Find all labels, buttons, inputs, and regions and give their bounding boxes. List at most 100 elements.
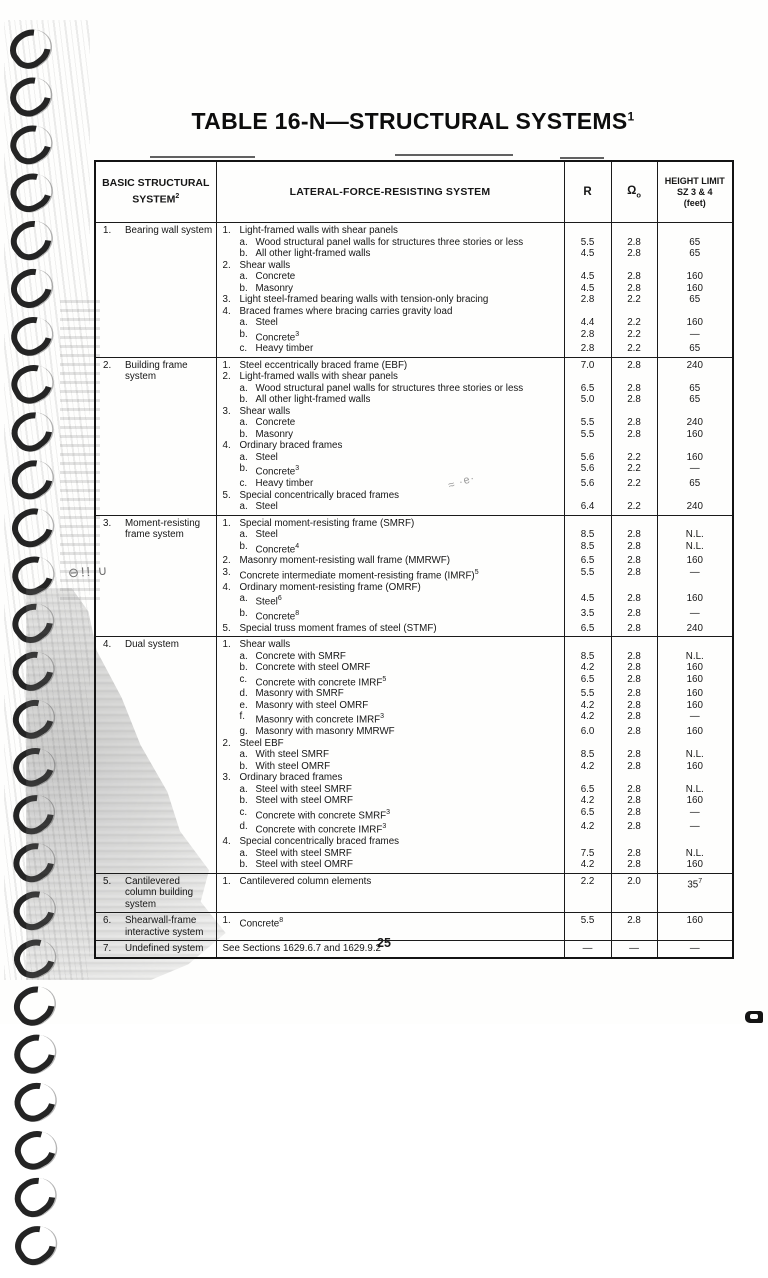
scanned-page: TABLE 16-N—STRUCTURAL SYSTEMS1 ⊖!! ∪ ≈ ·…: [2, 20, 763, 1272]
r-value: [563, 305, 612, 317]
omega-value: 2.8: [610, 783, 658, 796]
omega-value: 2.8: [610, 356, 658, 372]
line-number: 1.: [222, 225, 231, 236]
lfrs-cell: 1. Steel eccentrically braced frame (EBF): [215, 356, 565, 372]
line-number: 1.: [222, 639, 231, 651]
omega-value: [610, 371, 658, 383]
binding-coil: [3, 69, 59, 124]
height-value: N.L.: [656, 529, 734, 541]
binding-coil: [4, 260, 59, 315]
height-value: [656, 772, 734, 784]
height-value: 160: [656, 859, 734, 874]
line-text: See Sections 1629.6.7 and 1629.9.2: [222, 943, 382, 955]
line-number: b.: [239, 248, 248, 259]
height-value: 160: [656, 795, 734, 807]
table-line-row: g. Masonry with masonry MMRWF 6.0 2.8 160: [95, 726, 734, 738]
omega-value: 2.8: [610, 540, 658, 556]
lfrs-line: 1. Steel eccentrically braced frame (EBF): [217, 360, 564, 372]
lfrs-line: d. Masonry with SMRF: [217, 688, 564, 700]
lfrs-line: a. Steel: [217, 529, 564, 541]
lfrs-cell: c. Heavy timber: [215, 343, 565, 358]
table-line-row: 2. Shear walls: [95, 259, 734, 271]
omega-value: 2.8: [610, 593, 658, 608]
table-line-row: b. All other light-framed walls 5.0 2.8 65: [95, 394, 734, 406]
table-line-row: d. Masonry with SMRF 5.5 2.8 160: [95, 688, 734, 700]
line-number: a.: [239, 271, 248, 282]
r-value: 4.2: [563, 662, 612, 674]
lfrs-cell: 4. Braced frames where bracing carries gr…: [215, 305, 565, 318]
lfrs-line: a. Steel: [217, 501, 564, 513]
r-value: 4.2: [563, 760, 612, 773]
line-number: b.: [239, 795, 248, 807]
omega-value: [610, 581, 658, 594]
line-text: Heavy timber: [255, 343, 314, 355]
table-line-row: 3. Shear walls: [95, 405, 734, 418]
omega-value: [610, 489, 658, 502]
binding-coil: [7, 1026, 63, 1081]
line-text: Ordinary moment-resisting frame (OMRF): [239, 581, 421, 593]
lfrs-line: b. Steel with steel OMRF: [217, 795, 564, 807]
lfrs-line: 1. Light-framed walls with shear panels: [217, 225, 564, 237]
line-footnote: 3: [380, 713, 385, 721]
lfrs-cell: 3. Shear walls: [215, 405, 565, 418]
lfrs-line: 5. Special truss moment frames of steel (…: [217, 623, 564, 635]
line-number: b.: [239, 760, 248, 772]
table-line-row: a. Steel with steel SMRF 7.5 2.8 N.L.: [95, 847, 734, 860]
corner-scan-mark: [745, 1011, 763, 1023]
line-text: Concrete intermediate moment-resisting f…: [239, 568, 479, 582]
line-number: b.: [239, 662, 248, 674]
height-value: 65: [656, 236, 734, 248]
header-omega-symbol: Ω: [627, 184, 637, 197]
r-value: 2.8: [563, 343, 612, 358]
lfrs-line: b. Concrete4: [217, 541, 564, 556]
lfrs-cell: a. Concrete: [215, 417, 565, 429]
lfrs-line: 4. Braced frames where bracing carries gr…: [217, 306, 564, 318]
line-number: f.: [239, 711, 245, 723]
r-value: 6.5: [563, 382, 612, 395]
height-value: —: [656, 711, 734, 727]
line-number: 4.: [222, 836, 231, 848]
height-value: 160: [656, 593, 734, 608]
binding-coil: [8, 1123, 63, 1176]
page-title-text: TABLE 16-N—STRUCTURAL SYSTEMS: [191, 108, 628, 134]
basic-system-cell: 4. Dual system: [94, 636, 217, 874]
r-value: [563, 222, 612, 237]
line-number: b.: [239, 428, 248, 440]
line-text: Concrete: [255, 417, 296, 429]
height-value: 160: [656, 317, 734, 329]
height-value: 65: [656, 294, 734, 306]
lfrs-cell: b. All other light-framed walls: [215, 248, 565, 260]
table-line-row: a. Concrete with SMRF 8.5 2.8 N.L.: [95, 650, 734, 663]
line-footnote: 3: [295, 330, 300, 338]
height-value: 160: [656, 726, 734, 738]
line-number: 5.: [222, 622, 231, 634]
header-height-line3: (feet): [683, 197, 706, 208]
lfrs-line: a. Wood structural panel walls for struct…: [217, 383, 564, 395]
line-footnote: 3: [382, 823, 387, 831]
line-text: Light-framed walls with shear panels: [239, 371, 398, 383]
line-number: a.: [239, 451, 248, 463]
scan-smudge-upper: [60, 300, 100, 600]
line-footnote: 3: [295, 465, 300, 473]
line-number: a.: [239, 236, 248, 248]
height-value: N.L.: [656, 783, 734, 796]
height-value: 160: [656, 271, 734, 283]
line-text: Concrete with steel OMRF: [255, 662, 371, 674]
height-value: [656, 581, 734, 594]
lfrs-line: 2. Light-framed walls with shear panels: [217, 371, 564, 383]
r-value: 4.5: [563, 271, 612, 283]
lfrs-cell: b. Concrete8: [215, 607, 565, 623]
table-line-row: 5. Special truss moment frames of steel (…: [95, 622, 734, 637]
line-text: Masonry: [255, 282, 294, 294]
basic-system-content: 2. Building frame system: [96, 360, 216, 383]
line-number: 2.: [222, 259, 231, 271]
lfrs-line: 5. Special concentrically braced frames: [217, 490, 564, 502]
r-value: 5.0: [563, 394, 612, 406]
r-value: [563, 514, 612, 530]
table-line-row: f. Masonry with concrete IMRF3 4.2 2.8—: [95, 711, 734, 727]
binding-coil: [8, 1218, 64, 1272]
table-line-row: b. Concrete3 2.8 2.2—: [95, 328, 734, 344]
lfrs-line: 1. Cantilevered column elements: [217, 876, 564, 888]
line-number: c.: [239, 478, 248, 490]
r-value: 6.5: [563, 673, 612, 689]
